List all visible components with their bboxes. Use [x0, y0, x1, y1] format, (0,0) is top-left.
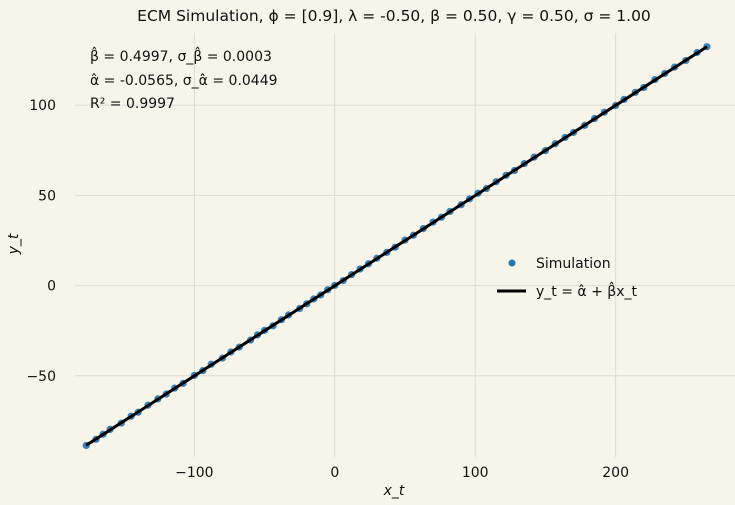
legend-simulation-label: Simulation	[536, 256, 611, 272]
alpha-annotation: α̂ = -0.0565, σ_α̂ = 0.0449	[90, 73, 278, 89]
y-tick-label: 0	[47, 279, 56, 295]
legend-simulation-marker	[508, 259, 516, 267]
tick-layer: −100 0 100 200 −50 0 50 100	[26, 98, 629, 481]
chart-title: ECM Simulation, ϕ = [0.9], λ = -0.50, β …	[137, 7, 651, 25]
x-tick-label: 100	[462, 465, 489, 481]
x-tick-label: 0	[330, 465, 339, 481]
x-axis-label: x_t	[383, 483, 405, 499]
fit-line	[85, 45, 708, 447]
y-tick-label: 50	[38, 188, 56, 204]
x-tick-label: −100	[175, 465, 213, 481]
legend: Simulation y_t = α̂ + β̂x_t	[497, 256, 637, 300]
legend-fit-label: y_t = α̂ + β̂x_t	[536, 281, 637, 300]
stats-annotation: β̂ = 0.4997, σ_β̂ = 0.0003 α̂ = -0.0565,…	[90, 46, 278, 112]
x-tick-label: 200	[602, 465, 629, 481]
y-tick-label: −50	[26, 369, 56, 385]
r2-annotation: R² = 0.9997	[90, 96, 175, 112]
y-tick-label: 100	[29, 98, 56, 114]
y-axis-label: y_t	[6, 233, 22, 255]
plot-layer	[82, 43, 711, 450]
beta-annotation: β̂ = 0.4997, σ_β̂ = 0.0003	[90, 46, 272, 65]
